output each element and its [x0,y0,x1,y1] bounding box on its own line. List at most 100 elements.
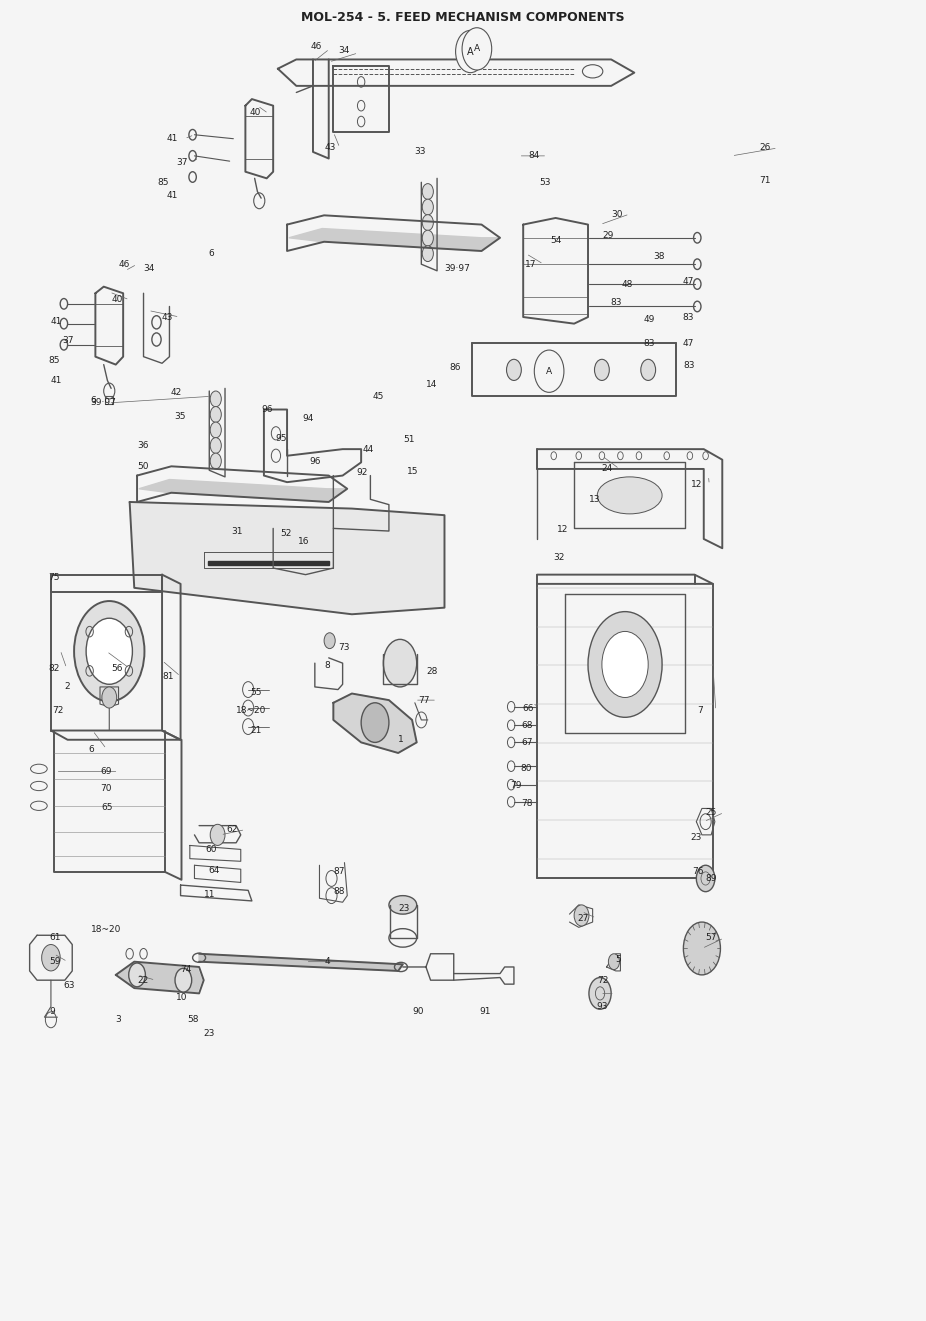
Circle shape [324,633,335,649]
Text: 96: 96 [261,406,272,413]
Circle shape [588,612,662,717]
Text: 61: 61 [49,934,60,942]
Text: 82: 82 [48,664,59,672]
Text: 83: 83 [644,339,655,347]
Text: A: A [546,367,552,375]
Text: 16: 16 [298,538,309,546]
Text: 23: 23 [204,1029,215,1037]
Text: 96: 96 [309,457,320,465]
Text: 63: 63 [63,982,74,989]
Text: 55: 55 [250,688,261,696]
Text: 28: 28 [426,667,437,675]
Text: 85: 85 [48,357,59,365]
Text: 85: 85 [157,178,169,186]
Circle shape [548,359,563,380]
Circle shape [641,359,656,380]
Text: 86: 86 [449,363,460,371]
Text: 83: 83 [683,362,694,370]
Text: 3: 3 [116,1016,121,1024]
Circle shape [210,824,225,845]
Text: 41: 41 [167,135,178,143]
Text: 53: 53 [539,178,550,186]
Text: 59: 59 [49,958,60,966]
Text: 88: 88 [333,888,344,896]
Text: 65: 65 [102,803,113,811]
Text: 43: 43 [324,144,335,152]
Circle shape [210,391,221,407]
Text: 91: 91 [480,1008,491,1016]
Text: 32: 32 [554,553,565,561]
Text: 56: 56 [111,664,122,672]
Ellipse shape [389,896,417,914]
Text: 80: 80 [520,765,532,773]
Text: 7: 7 [697,707,703,715]
Text: A: A [467,46,474,57]
Text: 24: 24 [601,465,612,473]
Text: 30: 30 [611,210,622,218]
Circle shape [574,905,589,926]
Circle shape [210,453,221,469]
Circle shape [462,28,492,70]
Text: 68: 68 [521,721,532,729]
Circle shape [210,421,221,439]
Circle shape [422,230,433,246]
Text: 42: 42 [170,388,181,396]
Text: 41: 41 [51,376,62,384]
Text: 40: 40 [111,296,122,304]
Circle shape [129,963,145,987]
Text: 49: 49 [644,316,655,324]
Text: MOL-254 - 5. FEED MECHANISM COMPONENTS: MOL-254 - 5. FEED MECHANISM COMPONENTS [301,11,625,24]
Text: 6: 6 [88,745,94,753]
Circle shape [507,359,521,380]
Polygon shape [118,963,202,992]
Text: 51: 51 [403,436,414,444]
Text: 39·97: 39·97 [90,399,116,407]
Circle shape [86,618,132,684]
Text: 21: 21 [250,727,261,734]
Text: 12: 12 [691,481,702,489]
Text: 41: 41 [167,192,178,199]
Text: 72: 72 [597,976,608,984]
Text: 37: 37 [62,337,73,345]
Text: 35: 35 [174,412,185,420]
Text: 33: 33 [414,148,425,156]
Circle shape [422,199,433,215]
Text: 37: 37 [176,159,187,166]
Text: 34: 34 [338,46,349,54]
Text: 73: 73 [338,643,349,651]
Text: 81: 81 [162,672,173,680]
Text: 14: 14 [426,380,437,388]
Text: 39·97: 39·97 [444,264,470,272]
Text: 38: 38 [654,252,665,260]
Text: 43: 43 [161,313,172,321]
Text: 18~20: 18~20 [236,707,267,715]
Text: 44: 44 [363,445,374,453]
Text: 45: 45 [372,392,383,400]
Text: 25: 25 [706,808,717,816]
Circle shape [696,865,715,892]
Text: 93: 93 [596,1003,607,1011]
Circle shape [608,954,619,970]
Text: 15: 15 [407,468,419,476]
Text: 47: 47 [682,339,694,347]
Text: 83: 83 [610,299,621,306]
Polygon shape [139,480,345,502]
Text: 6: 6 [91,396,96,404]
Text: 78: 78 [521,799,532,807]
Text: 34: 34 [144,264,155,272]
Text: 36: 36 [137,441,148,449]
Text: 23: 23 [398,905,409,913]
Circle shape [589,978,611,1009]
Text: 6: 6 [208,250,214,258]
Text: 95: 95 [275,435,286,443]
Text: 84: 84 [529,152,540,160]
Text: 18~20: 18~20 [91,926,121,934]
Text: 52: 52 [281,530,292,538]
Text: 90: 90 [412,1008,423,1016]
Text: 50: 50 [137,462,148,470]
Circle shape [422,246,433,262]
Polygon shape [333,694,417,753]
Text: 71: 71 [759,177,770,185]
Text: 31: 31 [232,527,243,535]
Text: 40: 40 [250,108,261,116]
